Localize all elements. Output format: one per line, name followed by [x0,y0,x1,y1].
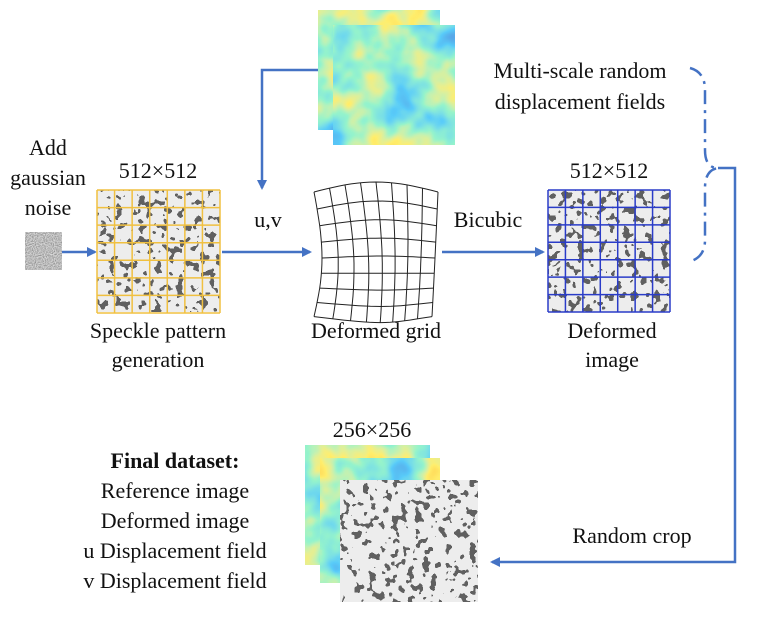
field-image [333,25,455,145]
arrow [490,166,737,567]
label: noise [25,195,71,220]
bracket [687,66,719,264]
grid-line [313,191,323,317]
size-label: 256×256 [333,417,411,442]
grid-line [344,184,355,321]
label: u,v [254,207,282,232]
grid-line [317,302,433,308]
label: Bicubic [454,207,523,232]
grid-line [404,184,409,321]
grid-overlay [547,189,671,313]
arrow [257,68,318,190]
label: gaussian [10,165,86,190]
deformed-grid [313,181,439,324]
noise-image [25,232,62,270]
size-label: 512×512 [570,158,648,183]
grid-overlay [96,189,221,314]
label: displacement fields [495,89,665,114]
list-item: Reference image [101,478,249,503]
deformed-image [548,190,670,312]
label: Speckle pattern [90,318,226,343]
grid-line [329,188,339,319]
list-item: u Displacement field [83,538,266,563]
list-item: Deformed image [101,508,249,533]
grid-line [391,182,396,323]
label: Add [29,135,67,160]
grid-line [375,181,383,323]
label: Deformed grid [311,318,441,343]
grid-line [360,182,370,323]
speckle-image [339,479,479,603]
grid-line [319,287,434,291]
grid-line [313,316,433,324]
speckle-image [97,190,220,312]
grid-line [431,191,439,317]
grid-line [321,237,436,243]
label: Multi-scale random [494,58,667,83]
grid-line [316,200,438,210]
label: generation [112,347,205,372]
grid-line [321,255,436,259]
title: Final dataset: [111,448,240,473]
label: image [585,347,639,372]
list-item: v Displacement field [83,568,266,593]
grid-line [417,188,423,319]
label: Deformed [567,318,656,343]
size-label: 512×512 [119,158,197,183]
label: Random crop [572,523,691,548]
grid-line [319,219,437,227]
